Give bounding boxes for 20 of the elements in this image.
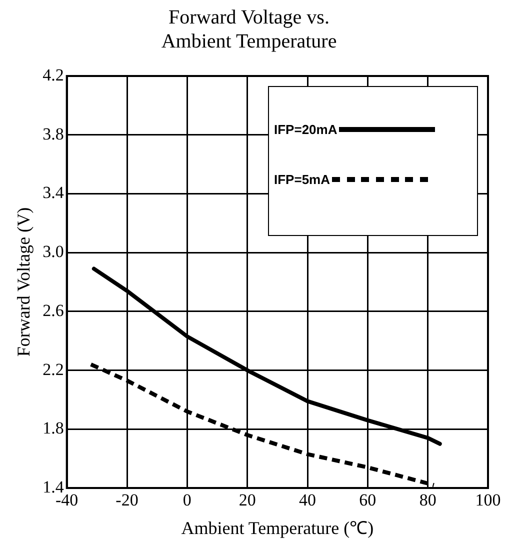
x-tick-label: 80 [419,490,436,510]
y-tick-label: 1.8 [42,418,64,438]
legend-label: IFP=5mA [274,172,330,186]
x-axis-title: Ambient Temperature (℃) [181,518,374,538]
x-tick-label: 100 [475,490,501,510]
y-tick-label: 3.0 [42,242,64,262]
y-tick-label: 2.2 [42,360,64,379]
y-tick-label: 1.4 [42,477,64,496]
y-tick-label: 4.2 [42,65,64,84]
chart-title: Forward Voltage vs. Ambient Temperature [161,6,337,52]
y-tick-label: 3.4 [42,183,64,202]
legend-label: IFP=20mA [274,122,338,136]
x-tick-label: -20 [116,490,138,510]
y-tick-label: 3.8 [42,124,64,144]
x-tick-label: 40 [299,490,316,510]
y-tick-label: 2.6 [42,300,64,320]
x-tick-label: 0 [182,490,192,510]
x-tick-label: 60 [359,490,376,510]
y-axis-title: Forward Voltage (V) [14,207,34,357]
x-tick-label: 20 [238,490,256,510]
